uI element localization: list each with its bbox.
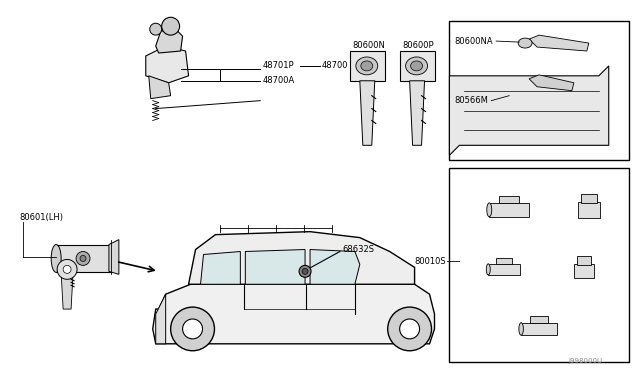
Ellipse shape (487, 203, 492, 217)
Polygon shape (156, 294, 166, 344)
Polygon shape (153, 281, 435, 344)
Text: 80010S: 80010S (415, 257, 446, 266)
Circle shape (388, 307, 431, 351)
Circle shape (80, 256, 86, 262)
Text: 68632S: 68632S (342, 245, 374, 254)
Polygon shape (496, 258, 512, 264)
Text: 80601(LH): 80601(LH) (19, 213, 63, 222)
Polygon shape (245, 250, 305, 284)
Polygon shape (350, 51, 385, 81)
Polygon shape (449, 66, 609, 155)
Ellipse shape (411, 61, 422, 71)
Text: 48701P: 48701P (262, 61, 294, 70)
Ellipse shape (406, 57, 428, 75)
Ellipse shape (361, 61, 372, 71)
Circle shape (171, 307, 214, 351)
Bar (521, 323, 557, 335)
Bar (574, 264, 594, 278)
Text: 80600NA: 80600NA (454, 36, 493, 46)
Polygon shape (109, 240, 119, 274)
Ellipse shape (486, 264, 490, 275)
Circle shape (150, 23, 162, 35)
Text: 48700: 48700 (322, 61, 349, 70)
Ellipse shape (518, 38, 532, 48)
Bar (449, 168, 628, 362)
Polygon shape (61, 272, 73, 309)
Bar (489, 203, 529, 217)
Polygon shape (529, 75, 574, 91)
Bar (449, 21, 628, 160)
Circle shape (57, 259, 77, 279)
Text: 80600N: 80600N (353, 41, 386, 49)
Bar (577, 256, 591, 265)
Text: 80566M: 80566M (454, 96, 488, 105)
Polygon shape (399, 51, 435, 81)
Circle shape (76, 251, 90, 265)
Circle shape (302, 268, 308, 274)
Bar (488, 264, 520, 275)
Circle shape (63, 265, 71, 273)
Circle shape (299, 265, 311, 277)
Polygon shape (156, 29, 182, 53)
Ellipse shape (51, 244, 61, 272)
Polygon shape (499, 196, 519, 203)
Text: 48700A: 48700A (262, 76, 294, 85)
Circle shape (182, 319, 202, 339)
Polygon shape (189, 232, 415, 284)
Bar (581, 194, 596, 203)
Text: 80600P: 80600P (403, 41, 435, 49)
Polygon shape (310, 250, 360, 284)
Polygon shape (529, 35, 589, 51)
Text: J998000U: J998000U (569, 358, 603, 364)
Polygon shape (360, 81, 375, 145)
Polygon shape (530, 317, 548, 323)
Bar (56, 244, 111, 272)
Ellipse shape (356, 57, 378, 75)
Polygon shape (410, 81, 424, 145)
Polygon shape (200, 251, 241, 284)
Circle shape (399, 319, 420, 339)
Circle shape (162, 17, 180, 35)
Bar (578, 202, 600, 218)
Polygon shape (148, 76, 171, 99)
Ellipse shape (519, 323, 524, 335)
Polygon shape (146, 46, 189, 83)
